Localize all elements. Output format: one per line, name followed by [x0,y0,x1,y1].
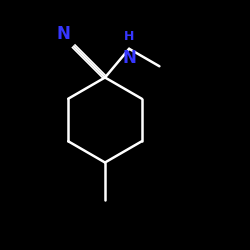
Text: N: N [57,25,71,43]
Text: N: N [122,49,136,67]
Text: H: H [124,30,134,43]
